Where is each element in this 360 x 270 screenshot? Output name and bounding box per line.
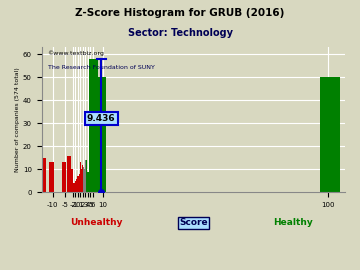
Bar <box>76 178 77 193</box>
Bar <box>97 77 106 193</box>
Bar <box>79 174 80 193</box>
Bar <box>83 167 84 193</box>
Bar <box>82 165 83 193</box>
Bar <box>62 163 66 193</box>
Bar <box>77 176 78 193</box>
Bar <box>90 185 91 193</box>
Text: Healthy: Healthy <box>274 218 313 227</box>
Bar <box>86 160 87 193</box>
Bar <box>77 176 78 193</box>
Text: Z-Score Histogram for GRUB (2016): Z-Score Histogram for GRUB (2016) <box>75 8 285 18</box>
Bar <box>89 181 90 193</box>
Bar <box>74 183 75 193</box>
Bar <box>78 176 79 193</box>
Bar <box>72 185 73 193</box>
Bar <box>49 163 54 193</box>
Bar <box>73 183 74 193</box>
Bar <box>82 151 84 193</box>
Bar <box>84 169 85 193</box>
Bar <box>87 172 88 193</box>
Text: The Research Foundation of SUNY: The Research Foundation of SUNY <box>48 65 154 70</box>
Bar <box>75 181 76 193</box>
Y-axis label: Number of companies (574 total): Number of companies (574 total) <box>15 68 20 172</box>
Text: ©www.textbiz.org: ©www.textbiz.org <box>48 50 104 56</box>
Bar <box>70 169 73 193</box>
Bar <box>73 183 75 193</box>
Bar <box>90 59 98 193</box>
Text: Unhealthy: Unhealthy <box>70 218 122 227</box>
Bar <box>87 172 89 193</box>
Bar <box>42 158 46 193</box>
Bar <box>67 156 71 193</box>
Bar <box>81 169 82 193</box>
Bar <box>320 77 340 193</box>
Bar <box>86 174 87 193</box>
Bar <box>90 176 91 193</box>
Bar <box>75 181 76 193</box>
Bar <box>85 160 86 193</box>
Text: 9.436: 9.436 <box>87 114 116 123</box>
Bar <box>81 167 82 193</box>
Text: Sector: Technology: Sector: Technology <box>127 28 233 38</box>
Bar <box>78 174 80 193</box>
Bar <box>80 163 81 193</box>
Bar <box>88 172 89 193</box>
Text: Score: Score <box>179 218 208 227</box>
